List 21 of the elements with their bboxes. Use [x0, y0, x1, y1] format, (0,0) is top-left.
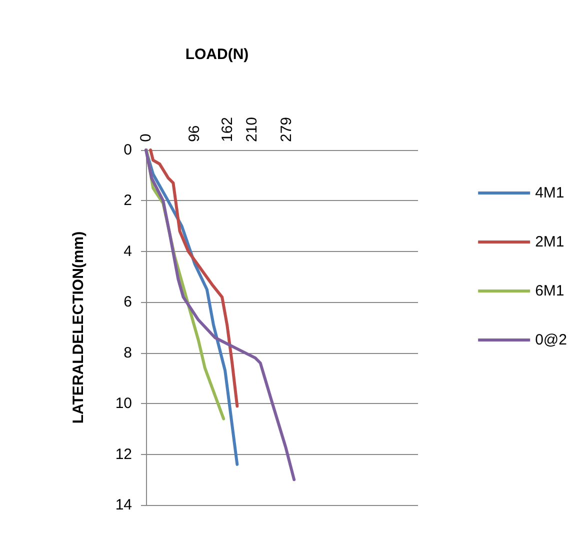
y-tick-label: 4 — [124, 242, 132, 260]
y-tick-label: 12 — [115, 446, 132, 463]
y-tick-label: 2 — [124, 192, 132, 210]
y-tick-label: 10 — [115, 395, 132, 412]
x-tick-label: 96 — [186, 125, 203, 142]
y-tick-label: 0 — [124, 142, 132, 158]
legend-label: 4M1 — [535, 184, 564, 202]
x-tick-label: 279 — [278, 116, 296, 142]
legend-label: 0@2 — [535, 332, 568, 348]
line-series — [144, 148, 296, 482]
y-tick-label: 14 — [115, 496, 132, 514]
line-series — [149, 148, 239, 408]
x-axis-title: LOAD(N) — [185, 46, 249, 63]
y-tick-label: 6 — [124, 294, 132, 311]
legend-label: 6M1 — [535, 282, 564, 300]
legend-label: 2M1 — [535, 234, 564, 250]
x-tick-label: 210 — [243, 116, 260, 142]
y-axis-title: LATERALDELECTION(mm) — [70, 231, 87, 424]
x-tick-label: 0 — [138, 134, 154, 142]
x-tick-label: 162 — [219, 116, 236, 142]
y-tick-label: 8 — [124, 344, 132, 362]
